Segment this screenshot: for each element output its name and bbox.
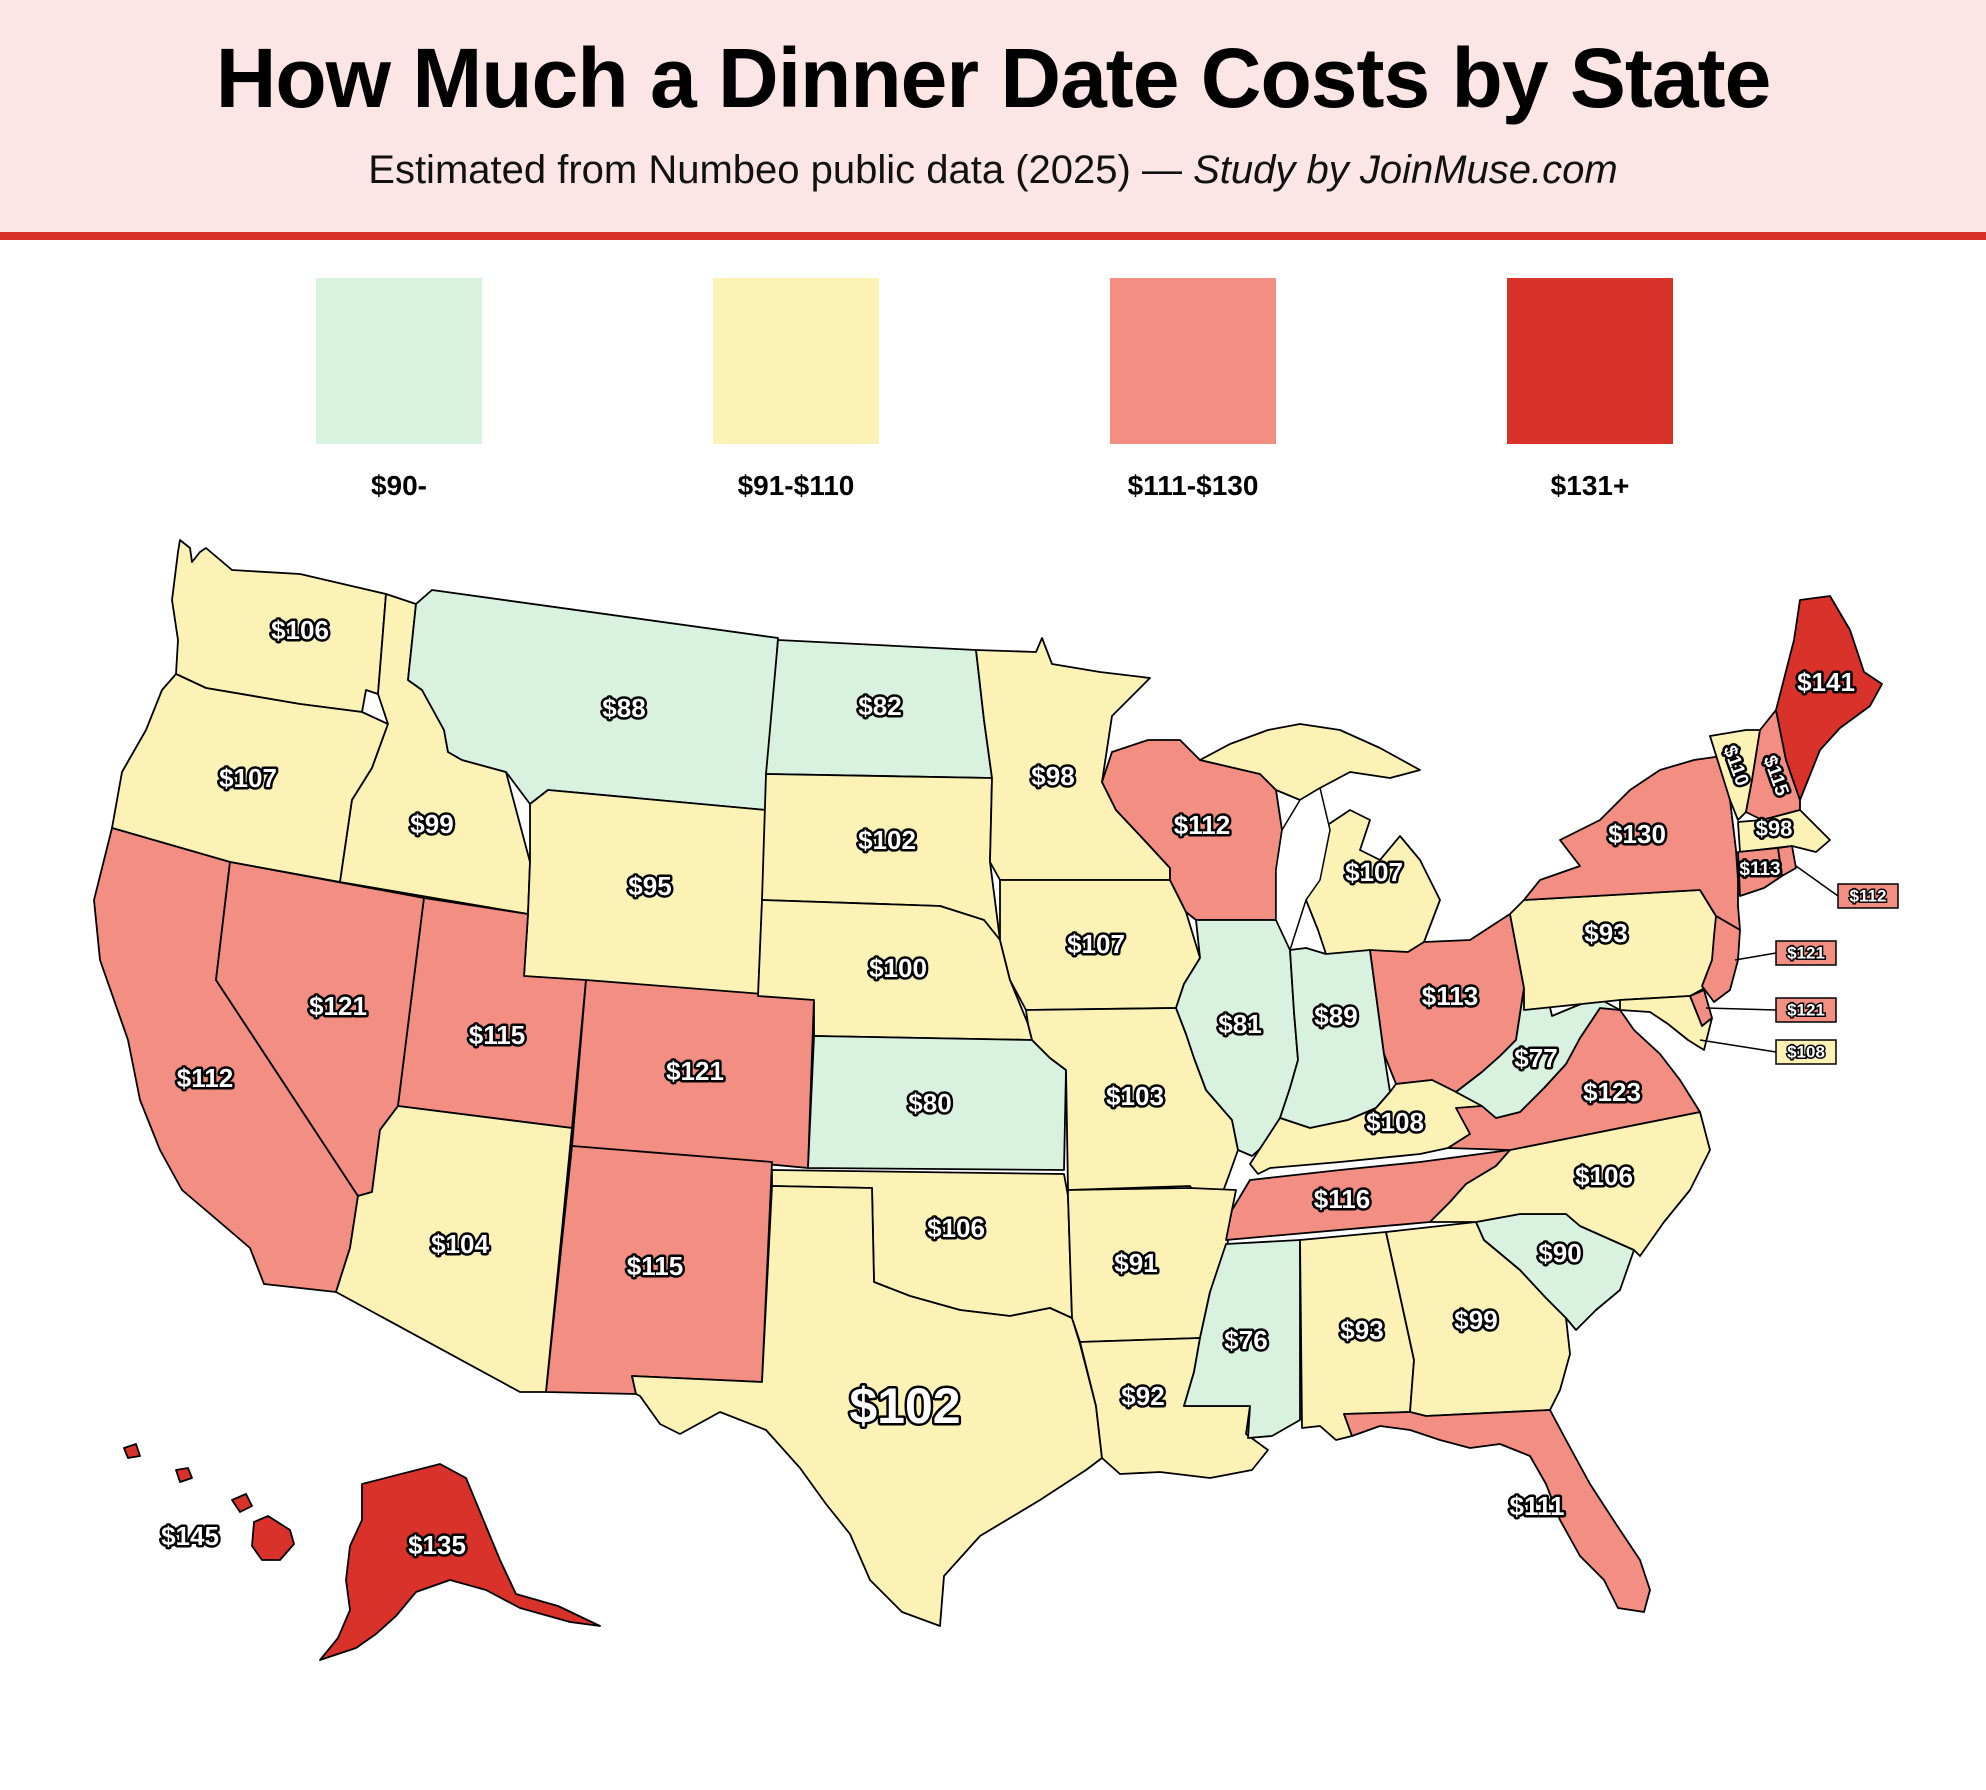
label-georgia: $99 (1454, 1305, 1497, 1335)
page-title: How Much a Dinner Date Costs by State (215, 31, 1772, 125)
label-new-mexico: $115 (627, 1251, 683, 1281)
label-new-jersey: $121 (1787, 943, 1825, 962)
label-michigan: $107 (1345, 857, 1403, 887)
subtitle-source: Estimated from Numbeo public data (2025)… (368, 148, 1194, 192)
label-utah: $115 (469, 1020, 525, 1050)
label-nebraska: $100 (869, 953, 927, 983)
legend-label-mid: $91-$110 (737, 470, 855, 501)
state-hawaii-kauai (123, 1443, 141, 1459)
label-montana: $88 (602, 693, 645, 723)
label-tennessee: $116 (1314, 1184, 1370, 1214)
label-colorado: $121 (666, 1056, 724, 1086)
callout-box-maryland (1775, 1039, 1837, 1065)
state-hawaii-big (251, 1515, 295, 1561)
label-kansas: $80 (908, 1088, 951, 1118)
state-montana (407, 589, 779, 811)
state-arizona (335, 1105, 573, 1393)
state-hawaii-oahu (175, 1467, 193, 1483)
label-north-carolina: $106 (1575, 1161, 1633, 1191)
label-ohio: $113 (1422, 981, 1478, 1011)
label-rhode-island: $112 (1850, 886, 1887, 905)
label-texas: $102 (849, 1378, 960, 1434)
label-indiana: $89 (1314, 1001, 1357, 1031)
label-alaska: $135 (408, 1530, 466, 1560)
label-pennsylvania: $93 (1584, 918, 1627, 948)
label-wisconsin: $112 (1174, 810, 1230, 840)
state-michigan-upper (1199, 723, 1421, 801)
legend-item-low: $90- (316, 278, 482, 502)
label-new-york: $130 (1608, 819, 1666, 849)
state-mississippi (1183, 1239, 1301, 1439)
label-arizona: $104 (431, 1229, 489, 1259)
callout-box-rhode-island (1837, 883, 1899, 909)
state-maryland (1619, 995, 1713, 1051)
leader-line-new-jersey (1734, 952, 1777, 961)
label-north-dakota: $82 (858, 691, 901, 721)
label-florida: $111 (1510, 1491, 1565, 1521)
legend-swatch-high (1110, 278, 1276, 444)
state-connecticut (1737, 847, 1783, 897)
label-connecticut: $113 (1739, 859, 1780, 880)
label-washington: $106 (271, 615, 329, 645)
label-minnesota: $98 (1031, 761, 1074, 791)
label-oklahoma: $106 (927, 1213, 985, 1243)
label-south-dakota: $102 (858, 825, 916, 855)
leader-line-maryland (1699, 1039, 1777, 1053)
callout-box-delaware (1775, 997, 1837, 1023)
legend-swatch-mid (713, 278, 879, 444)
label-idaho: $99 (410, 809, 453, 839)
label-maryland: $108 (1787, 1042, 1825, 1061)
state-north-carolina (1429, 1111, 1711, 1257)
state-pennsylvania (1509, 889, 1723, 1011)
legend-item-top: $131+ (1507, 278, 1673, 502)
label-maine: $141 (1797, 667, 1855, 697)
label-massachusetts: $98 (1756, 816, 1793, 841)
label-missouri: $103 (1106, 1081, 1164, 1111)
header-divider (0, 232, 1986, 240)
label-south-carolina: $90 (1538, 1238, 1581, 1268)
label-california: $112 (177, 1063, 233, 1093)
lake-michigan (1275, 786, 1331, 953)
legend-swatch-low (316, 278, 482, 444)
legend-item-mid: $91-$110 (713, 278, 879, 502)
callout-box-new-jersey (1775, 940, 1837, 966)
label-oregon: $107 (219, 763, 277, 793)
label-illinois: $81 (1218, 1009, 1261, 1039)
header-band: How Much a Dinner Date Costs by State Es… (0, 0, 1986, 232)
label-virginia: $123 (1583, 1077, 1641, 1107)
state-west-virginia (1455, 987, 1621, 1119)
legend-label-high: $111-$130 (1127, 470, 1259, 501)
label-hawaii: $145 (161, 1521, 219, 1551)
label-delaware: $121 (1787, 1000, 1825, 1019)
leader-line-rhode-island (1795, 865, 1839, 897)
label-west-virginia: $77 (1514, 1043, 1557, 1073)
legend-swatch-top (1507, 278, 1673, 444)
state-rhode-island (1777, 845, 1797, 877)
label-wyoming: $95 (628, 871, 671, 901)
label-kentucky: $108 (1366, 1107, 1424, 1137)
state-new-jersey (1701, 915, 1741, 1003)
legend-label-low: $90- (370, 470, 428, 501)
state-florida (1343, 1409, 1651, 1613)
state-alaska (319, 1463, 601, 1661)
label-iowa: $107 (1067, 929, 1125, 959)
label-mississippi: $76 (1224, 1325, 1267, 1355)
subtitle-credit: Study by JoinMuse.com (1193, 148, 1618, 192)
label-arkansas: $91 (1114, 1248, 1157, 1278)
label-louisiana: $92 (1121, 1381, 1164, 1411)
legend-item-high: $111-$130 (1110, 278, 1276, 502)
label-alabama: $93 (1340, 1315, 1383, 1345)
state-michigan (1299, 809, 1441, 955)
state-maine (1775, 595, 1883, 801)
leader-line-delaware (1705, 1007, 1777, 1011)
legend-label-top: $131+ (1550, 470, 1630, 501)
state-hawaii-maui (231, 1493, 253, 1513)
label-nevada: $121 (309, 991, 367, 1021)
state-texas (631, 1185, 1103, 1627)
page-subtitle: Estimated from Numbeo public data (2025)… (0, 148, 1986, 193)
